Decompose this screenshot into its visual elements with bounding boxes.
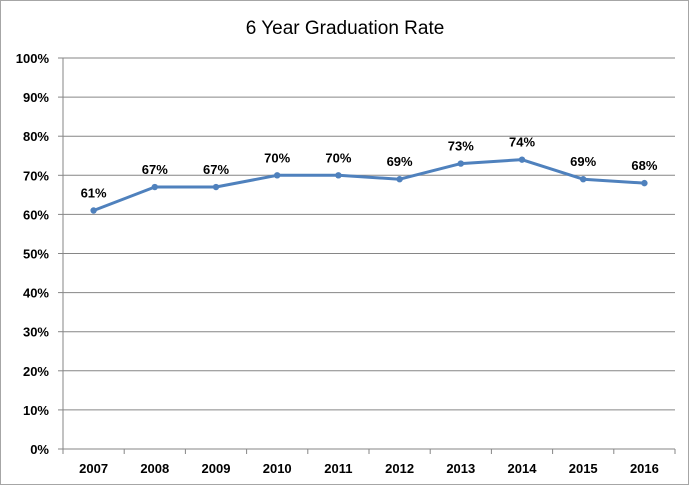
data-point (580, 176, 587, 183)
data-label: 68% (631, 158, 657, 173)
data-point (212, 183, 220, 191)
data-label: 70% (264, 150, 290, 165)
data-labels: 61% 67% 67% 70% 70% 69% 73% 74% 69% 68% (81, 135, 658, 201)
data-label: 70% (325, 150, 351, 165)
data-point (90, 207, 97, 214)
y-tick-label: 90% (23, 90, 49, 105)
y-tick-label: 60% (23, 207, 49, 222)
data-label: 74% (509, 135, 535, 150)
y-tick-label: 0% (30, 442, 49, 457)
data-point (457, 160, 464, 167)
data-point (518, 156, 526, 163)
data-label: 61% (81, 185, 107, 200)
y-tick-label: 40% (23, 286, 49, 301)
y-tick-label: 70% (23, 168, 49, 183)
x-tick-label: 2014 (508, 461, 538, 476)
data-point (396, 176, 403, 183)
series-line (93, 158, 645, 212)
y-tick-label: 30% (23, 325, 49, 340)
x-tick-label: 2007 (79, 461, 108, 476)
data-point (641, 179, 648, 187)
data-label: 67% (203, 162, 229, 177)
data-label: 67% (142, 162, 168, 177)
y-tick-label: 80% (23, 129, 49, 144)
y-tick-label: 10% (23, 403, 49, 418)
data-point (274, 172, 281, 179)
data-label: 73% (448, 139, 474, 154)
chart-title: 6 Year Graduation Rate (246, 18, 445, 39)
x-tick-label: 2010 (263, 461, 292, 476)
series-layer (90, 156, 648, 214)
x-tick-labels: 2007 2008 2009 2010 2011 2012 2013 2014 2015 2016 (79, 461, 659, 476)
y-tick-label: 20% (23, 364, 49, 379)
x-tick-label: 2015 (569, 461, 598, 476)
axes (58, 57, 676, 454)
x-tick-label: 2012 (385, 461, 414, 476)
y-tick-label: 100% (16, 51, 50, 66)
data-point (151, 183, 158, 191)
data-point (335, 172, 342, 179)
x-tick-label: 2008 (140, 461, 169, 476)
y-tick-labels: 0% 10% 20% 30% 40% 50% 60% 70% 80% 90% 100% (16, 51, 50, 457)
x-tick-label: 2013 (446, 461, 475, 476)
gridlines (63, 57, 675, 411)
x-tick-label: 2016 (630, 461, 659, 476)
data-label: 69% (387, 154, 413, 169)
y-tick-label: 50% (23, 247, 49, 262)
x-tick-label: 2011 (324, 461, 352, 476)
x-tick-label: 2009 (202, 461, 231, 476)
data-label: 69% (570, 154, 596, 169)
